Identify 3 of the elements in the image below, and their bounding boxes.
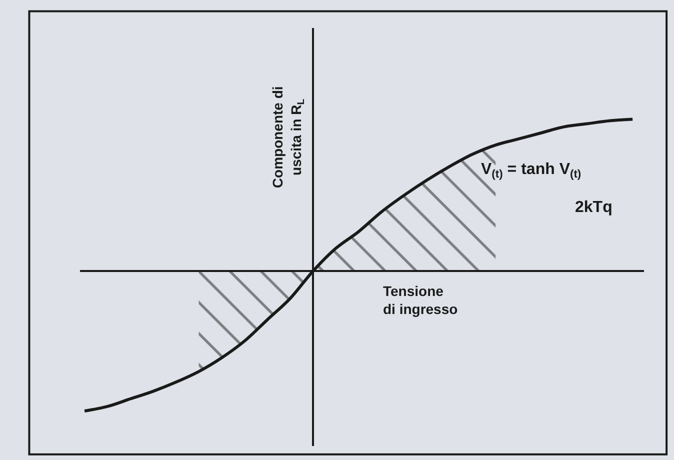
x-axis-title: Tensione di ingresso [383, 283, 458, 318]
annotation: 2kTq [575, 199, 612, 216]
annotation: V$_{(t)}$ = tanh V$_{(t)}$ [481, 161, 582, 180]
